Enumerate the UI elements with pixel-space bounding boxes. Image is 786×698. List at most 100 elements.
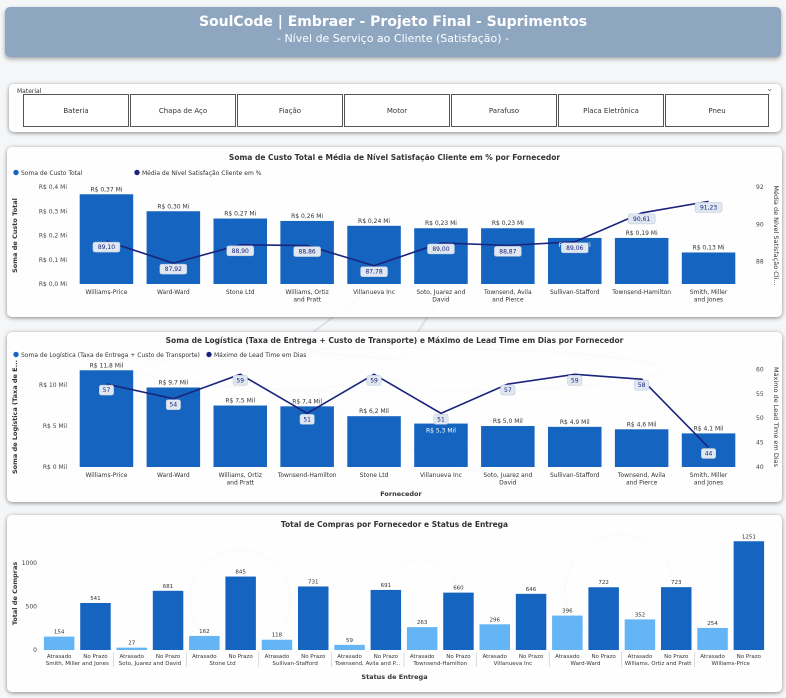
bar-ontime bbox=[80, 602, 111, 650]
bar-data-label: 263 bbox=[417, 620, 428, 626]
bar-data-label: R$ 0,30 Mi bbox=[157, 203, 189, 210]
slicer-option-chapa-de-aco[interactable]: Chapa de Aço bbox=[130, 94, 236, 127]
bar bbox=[681, 252, 736, 284]
x-axis-title: Fornecedor bbox=[380, 490, 422, 498]
bar bbox=[347, 416, 401, 467]
y2-tick-label: 92 bbox=[756, 184, 764, 191]
bar-data-label: 154 bbox=[54, 630, 65, 636]
x-tick-label: David bbox=[499, 480, 517, 487]
slicer-title: Material bbox=[17, 88, 42, 95]
y-axis-title: Soma de Logística (Taxa de E... bbox=[11, 360, 19, 474]
x-tick-label: Atrasado bbox=[482, 654, 507, 660]
chart-panel-cost[interactable]: Soma de Custo Total e Média de Nível Sat… bbox=[7, 147, 782, 317]
y-tick-label: R$ 0,1 Mi bbox=[39, 257, 68, 264]
bar-late bbox=[406, 627, 438, 650]
bar-data-label: 646 bbox=[526, 587, 537, 593]
bar-data-label: 162 bbox=[199, 629, 210, 635]
bar-data-label: 254 bbox=[707, 621, 718, 627]
chevron-down-icon[interactable]: ⌄ bbox=[766, 84, 773, 93]
bar-data-label: R$ 7,4 Mil bbox=[292, 398, 322, 405]
slicer-option-bateria[interactable]: Bateria bbox=[23, 94, 129, 127]
x-tick-label: Atrasado bbox=[628, 654, 653, 660]
cost-satisfaction-chart[interactable]: Soma de Custo Total e Média de Nível Sat… bbox=[7, 147, 782, 317]
chart-title: Soma de Logística (Taxa de Entrega + Cus… bbox=[166, 336, 624, 345]
slicer-option-fiacao[interactable]: Fiação bbox=[237, 94, 343, 127]
x-tick-label: Williams, Ortiz bbox=[219, 472, 262, 479]
slicer-option-motor[interactable]: Motor bbox=[344, 94, 450, 127]
bar-data-label: R$ 0,26 Mi bbox=[291, 213, 323, 220]
y-tick-label: R$ 0,2 Mi bbox=[39, 233, 68, 240]
y2-axis-title: Máximo de Lead Time em Dias bbox=[772, 367, 780, 468]
line-data-label-bg bbox=[299, 414, 315, 425]
logistics-leadtime-chart[interactable]: Soma de Logística (Taxa de Entrega + Cus… bbox=[7, 332, 782, 502]
line-data-label: 90,61 bbox=[633, 216, 650, 223]
x-tick-label: Sullivan-Stafford bbox=[550, 289, 600, 296]
bar-data-label: R$ 5,0 Mil bbox=[493, 418, 523, 425]
x-tick-label: No Prazo bbox=[591, 654, 616, 660]
group-label: Smith, Miller and Jones bbox=[46, 661, 109, 667]
y2-axis-title: Média de Nível Satisfação Cli... bbox=[772, 185, 780, 285]
bar-late bbox=[116, 647, 147, 650]
y-tick-label: R$ 10 Mil bbox=[39, 382, 67, 389]
y-axis-title: Total de Compras bbox=[11, 562, 19, 626]
x-tick-label: Villanueva Inc bbox=[420, 472, 462, 479]
line-data-label-bg bbox=[232, 375, 248, 386]
material-slicer: Material ⌄ Bateria Chapa de Aço Fiação M… bbox=[9, 84, 781, 132]
y2-tick-label: 55 bbox=[756, 391, 764, 398]
bar-ontime bbox=[152, 590, 184, 650]
x-tick-label: and Pierce bbox=[626, 480, 658, 487]
bar-data-label: 660 bbox=[453, 586, 464, 592]
legend-label-bars: Soma de Logística (Taxa de Entrega + Cus… bbox=[21, 352, 200, 359]
legend-label-line: Máximo de Lead Time em Dias bbox=[214, 352, 306, 359]
slicer-option-placa-eletronica[interactable]: Placa Eletrônica bbox=[558, 94, 664, 127]
legend-label-line: Média de Nível Satisfação Cliente em % bbox=[142, 170, 262, 177]
chart-panel-purchases[interactable]: Total de Compras por Fornecedor e Status… bbox=[7, 515, 782, 692]
bar bbox=[414, 228, 468, 284]
y-tick-label: 0 bbox=[33, 647, 37, 654]
group-label: Ward-Ward bbox=[571, 661, 601, 667]
bar-data-label: 723 bbox=[671, 580, 682, 586]
bar-data-label: R$ 0,13 Mi bbox=[693, 244, 725, 251]
line-data-label: 89,10 bbox=[98, 244, 115, 251]
x-tick-label: Villanueva Inc bbox=[353, 289, 395, 296]
bar-data-label: R$ 4,6 Mil bbox=[627, 421, 657, 428]
group-label: Stone Ltd bbox=[209, 661, 235, 667]
report-header: SoulCode | Embraer - Projeto Final - Sup… bbox=[5, 7, 781, 57]
slicer-option-parafuso[interactable]: Parafuso bbox=[451, 94, 557, 127]
group-label: Villanueva Inc bbox=[494, 661, 532, 667]
x-tick-label: No Prazo bbox=[664, 654, 689, 660]
bar-late bbox=[334, 644, 365, 650]
slicer-option-pneu[interactable]: Pneu bbox=[665, 94, 769, 127]
bar bbox=[79, 194, 134, 284]
bar-data-label: 296 bbox=[490, 617, 501, 623]
x-tick-label: and Pratt bbox=[293, 297, 321, 304]
bar-data-label: 59 bbox=[346, 638, 353, 644]
line-data-label: 88,87 bbox=[499, 248, 516, 255]
purchases-status-chart[interactable]: Total de Compras por Fornecedor e Status… bbox=[7, 515, 782, 692]
bar bbox=[614, 429, 669, 467]
x-tick-label: Soto, Juarez and bbox=[483, 472, 532, 479]
line-data-label: 89,06 bbox=[566, 245, 583, 252]
x-tick-label: Atrasado bbox=[410, 654, 435, 660]
chart-panel-logistics[interactable]: Soma de Logística (Taxa de Entrega + Cus… bbox=[7, 332, 782, 502]
x-tick-label: Atrasado bbox=[555, 654, 580, 660]
x-axis-title: Status de Entrega bbox=[361, 673, 427, 681]
bar-data-label: 731 bbox=[308, 579, 319, 585]
x-tick-label: No Prazo bbox=[737, 654, 762, 660]
x-tick-label: David bbox=[432, 297, 450, 304]
line-data-label: 59 bbox=[571, 377, 579, 384]
y-tick-label: R$ 0 Mil bbox=[43, 464, 67, 471]
legend-marker-bars bbox=[13, 351, 19, 358]
bar-data-label: R$ 0,19 Mi bbox=[626, 230, 658, 237]
line-data-label-bg bbox=[159, 263, 188, 275]
line-data-label-bg bbox=[561, 242, 589, 254]
y-tick-label: R$ 5 Mil bbox=[43, 423, 67, 430]
x-tick-label: Townsend, Avila bbox=[483, 289, 532, 296]
legend-label-bars: Soma de Custo Total bbox=[21, 170, 83, 177]
x-tick-label: Smith, Miller bbox=[690, 289, 728, 296]
line-data-label: 54 bbox=[170, 402, 178, 409]
legend-marker-bars bbox=[13, 169, 19, 176]
chart-title: Total de Compras por Fornecedor e Status… bbox=[281, 520, 508, 529]
line-data-label-bg bbox=[634, 379, 650, 391]
line-data-label-bg bbox=[701, 448, 716, 459]
